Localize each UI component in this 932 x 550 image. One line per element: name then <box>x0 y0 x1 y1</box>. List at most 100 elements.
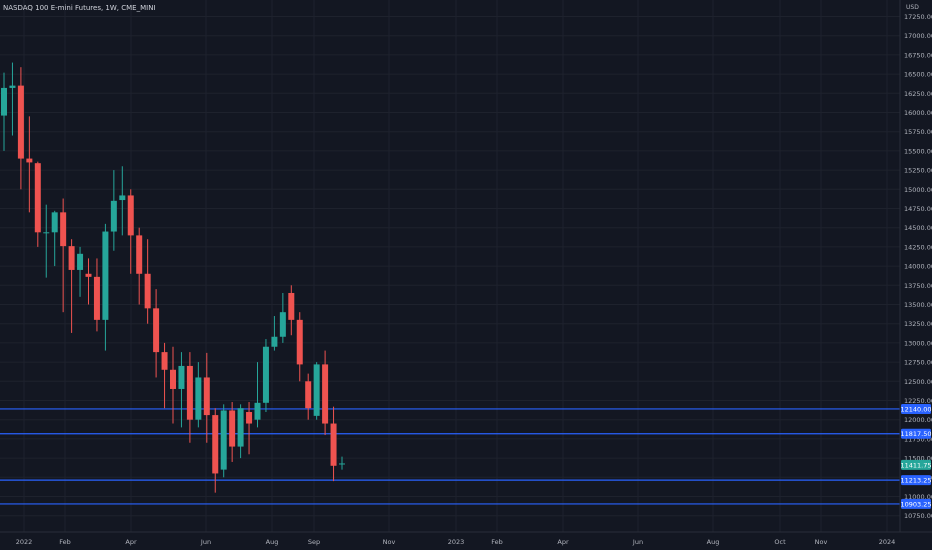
price-tag-label: 11817.50 <box>900 430 931 438</box>
candle <box>136 227 143 305</box>
x-tick-label: Nov <box>383 538 396 546</box>
price-tag-bg <box>901 403 931 414</box>
candle <box>322 350 329 436</box>
candle-body <box>119 195 126 201</box>
candle-body <box>153 308 160 353</box>
candle-body <box>229 410 236 447</box>
candle <box>186 352 193 443</box>
candle-body <box>68 246 75 270</box>
y-tick-label: 14500.00 <box>904 224 932 232</box>
candle <box>9 62 16 136</box>
candle <box>127 189 134 274</box>
y-tick-label: 12750.00 <box>904 359 932 367</box>
x-tick-label: Feb <box>59 538 71 546</box>
y-tick-label: 11500.00 <box>904 455 932 463</box>
candle <box>68 239 75 333</box>
candle-body <box>161 352 168 370</box>
candle <box>262 339 269 413</box>
candle <box>330 406 337 482</box>
price-tag-label: 11411.75 <box>900 461 931 469</box>
y-tick-label: 12000.00 <box>904 416 932 424</box>
candle <box>305 373 312 420</box>
x-tick-label: Oct <box>774 538 786 546</box>
candle <box>1 72 7 151</box>
price-axis[interactable]: 10750.0011000.0011250.0011500.0011750.00… <box>899 0 932 532</box>
candle-body <box>51 212 58 233</box>
candle <box>161 342 168 409</box>
x-tick-label: 2023 <box>448 538 465 546</box>
candle-body <box>212 415 219 474</box>
candle-body <box>102 231 109 320</box>
candle <box>85 258 92 305</box>
y-tick-label: 17000.00 <box>904 32 932 40</box>
price-tag: 11817.50 <box>900 428 932 439</box>
candle <box>102 223 109 351</box>
candle-body <box>339 463 345 465</box>
candle-body <box>170 369 176 389</box>
candle <box>271 316 278 351</box>
candle <box>296 312 303 382</box>
candle <box>119 166 126 236</box>
x-tick-label: 2022 <box>16 538 33 546</box>
candle-body <box>246 412 253 424</box>
candle-body <box>178 365 185 389</box>
y-tick-label: 13750.00 <box>904 282 932 290</box>
candle-body <box>110 200 117 232</box>
candle <box>34 161 41 247</box>
x-tick-label: Apr <box>557 538 569 546</box>
time-axis[interactable]: 2022 Feb Apr Jun Aug Sep Nov 2023 Feb Apr Jun Aug Oc… <box>0 531 932 546</box>
candle-body <box>1 87 7 116</box>
candle <box>110 170 117 251</box>
price-tag-label: 12140.00 <box>900 405 931 413</box>
candle-body <box>322 364 329 424</box>
price-tag: 10903.25 <box>900 498 932 509</box>
y-tick-label: 15000.00 <box>904 186 932 194</box>
x-tick-label: Apr <box>125 538 137 546</box>
candle-body <box>271 336 278 347</box>
price-tag: 11411.75 <box>900 459 932 470</box>
y-tick-label: 16750.00 <box>904 51 932 59</box>
price-tag: 11213.25 <box>900 475 932 486</box>
candle-body <box>144 273 151 309</box>
candle-body <box>237 408 244 447</box>
candle-body <box>17 85 24 159</box>
candle-body <box>85 273 92 277</box>
candle <box>195 362 202 428</box>
candle <box>51 210 58 267</box>
x-tick-label: Sep <box>308 538 320 546</box>
candle <box>178 352 185 428</box>
y-tick-label: 14250.00 <box>904 243 932 251</box>
candle-body <box>77 253 84 270</box>
x-tick-label: 2024 <box>879 538 896 546</box>
candle <box>170 346 176 424</box>
y-tick-label: 12250.00 <box>904 397 932 405</box>
candles <box>1 62 345 493</box>
candle <box>153 289 160 378</box>
candle-body <box>34 163 41 233</box>
x-tick-label: Feb <box>491 538 503 546</box>
price-tag: 12140.00 <box>900 403 932 414</box>
candle-body <box>305 381 312 409</box>
y-tick-label: 14000.00 <box>904 263 932 271</box>
price-tag-bg <box>901 428 931 439</box>
candle <box>288 285 295 336</box>
candle-body <box>127 195 134 236</box>
candle <box>246 402 253 455</box>
candle-body <box>93 276 100 320</box>
candle <box>279 292 286 343</box>
candle-body <box>330 423 337 466</box>
candle-body <box>186 365 193 420</box>
candle-body <box>254 402 261 420</box>
candle-body <box>60 212 67 247</box>
currency-label: USD <box>906 4 919 11</box>
y-tick-label: 16250.00 <box>904 90 932 98</box>
x-tick-label: Aug <box>707 538 720 546</box>
symbol-title: NASDAQ 100 E-mini Futures, 1W, CME_MINI <box>3 4 156 12</box>
candle-body <box>288 292 295 320</box>
horizontal-levels <box>0 408 900 505</box>
candle <box>237 404 244 459</box>
candle-body <box>195 377 202 420</box>
